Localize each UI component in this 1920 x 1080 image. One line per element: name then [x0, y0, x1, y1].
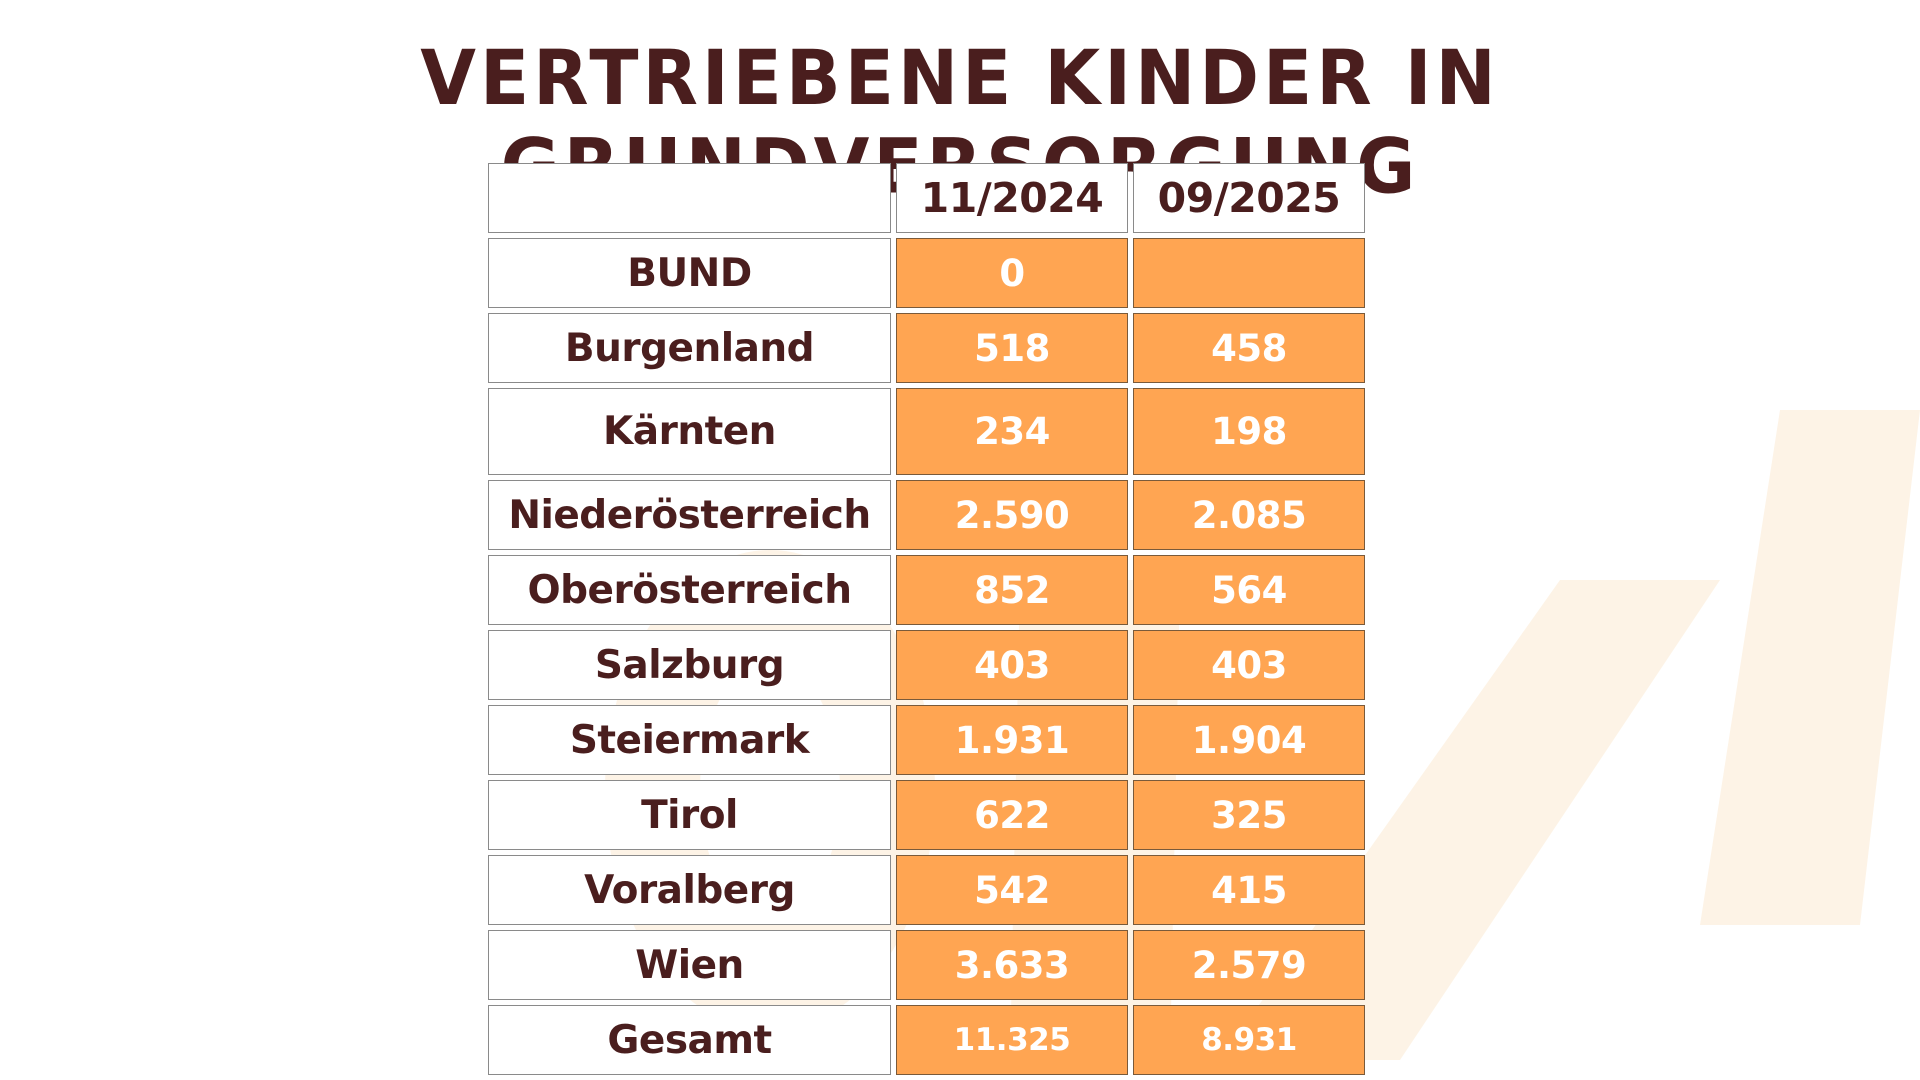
- value-09-2025: 403: [1133, 630, 1365, 700]
- row-label: Tirol: [488, 780, 891, 850]
- value-11-2024: 3.633: [896, 930, 1128, 1000]
- data-table: 11/2024 09/2025 BUND 0 Burgenland 518 458 Kär…: [488, 163, 1365, 1075]
- value-11-2024: 542: [896, 855, 1128, 925]
- value-11-2024: 622: [896, 780, 1128, 850]
- value-09-2025: 325: [1133, 780, 1365, 850]
- row-label: Voralberg: [488, 855, 891, 925]
- row-label: Salzburg: [488, 630, 891, 700]
- value-11-2024: 1.931: [896, 705, 1128, 775]
- row-label: Steiermark: [488, 705, 891, 775]
- row-label: Gesamt: [488, 1005, 891, 1075]
- value-09-2025: [1133, 238, 1365, 308]
- header-11-2024: 11/2024: [896, 163, 1128, 233]
- value-09-2025: 2.085: [1133, 480, 1365, 550]
- row-label: Burgenland: [488, 313, 891, 383]
- row-label: Niederösterreich: [488, 480, 891, 550]
- value-11-2024: 518: [896, 313, 1128, 383]
- value-11-2024: 403: [896, 630, 1128, 700]
- value-09-2025: 2.579: [1133, 930, 1365, 1000]
- value-11-2024: 2.590: [896, 480, 1128, 550]
- value-09-2025: 564: [1133, 555, 1365, 625]
- row-label: Kärnten: [488, 388, 891, 475]
- value-09-2025: 458: [1133, 313, 1365, 383]
- value-09-2025: 1.904: [1133, 705, 1365, 775]
- header-09-2025: 09/2025: [1133, 163, 1365, 233]
- value-09-2025: 415: [1133, 855, 1365, 925]
- row-label: Oberösterreich: [488, 555, 891, 625]
- header-empty-cell: [488, 163, 891, 233]
- value-09-2025: 8.931: [1133, 1005, 1365, 1075]
- row-label: Wien: [488, 930, 891, 1000]
- value-11-2024: 11.325: [896, 1005, 1128, 1075]
- value-11-2024: 234: [896, 388, 1128, 475]
- value-09-2025: 198: [1133, 388, 1365, 475]
- value-11-2024: 852: [896, 555, 1128, 625]
- value-11-2024: 0: [896, 238, 1128, 308]
- row-label: BUND: [488, 238, 891, 308]
